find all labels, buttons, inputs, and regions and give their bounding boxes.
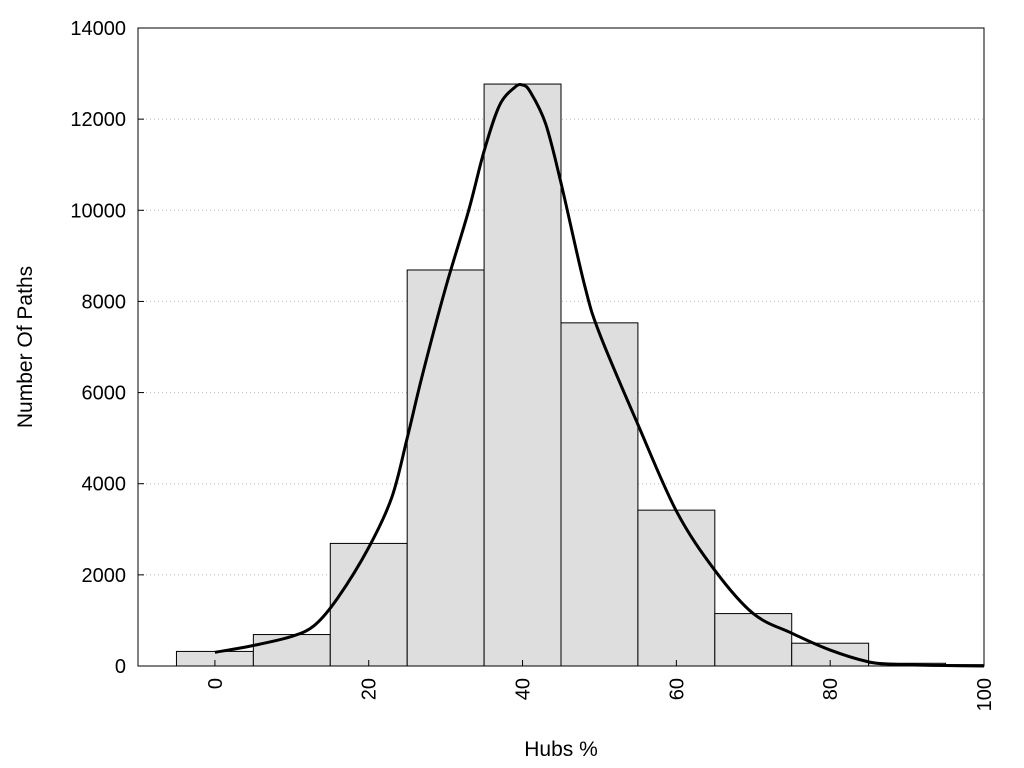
x-tick-label: 100 (974, 678, 996, 711)
x-tick-label: 20 (359, 678, 381, 700)
y-tick-label: 4000 (82, 474, 127, 496)
x-tick-label: 40 (513, 678, 535, 700)
y-tick-label: 8000 (82, 291, 127, 313)
y-tick-label: 6000 (82, 383, 127, 405)
histogram-bar (252, 634, 331, 667)
histogram-bar (637, 509, 716, 667)
histogram-bar (406, 269, 485, 667)
density-curve-series (214, 82, 985, 668)
y-tick-label: 14000 (70, 18, 126, 40)
plot-frame (137, 27, 985, 667)
grid-lines (138, 118, 984, 576)
bar-series (175, 83, 985, 667)
y-tick-label: 2000 (82, 565, 127, 587)
x-axis-label: Hubs % (524, 738, 598, 761)
x-axis-ticks: 0 20 40 60 80 100 (205, 660, 996, 711)
y-tick-label: 0 (115, 656, 126, 678)
y-axis-ticks: 0 2000 4000 6000 8000 10000 12000 14000 (70, 18, 144, 678)
x-tick-label: 60 (666, 678, 688, 700)
y-tick-label: 10000 (70, 200, 126, 222)
y-tick-label: 12000 (70, 109, 126, 131)
x-tick-label: 0 (205, 678, 227, 689)
histogram-bar (560, 322, 639, 667)
histogram-bar (714, 613, 793, 667)
y-axis-label: Number Of Paths (14, 266, 37, 428)
x-tick-label: 80 (820, 678, 842, 700)
histogram-bar (483, 83, 562, 667)
histogram-bar (329, 542, 408, 667)
density-curve (214, 82, 985, 668)
